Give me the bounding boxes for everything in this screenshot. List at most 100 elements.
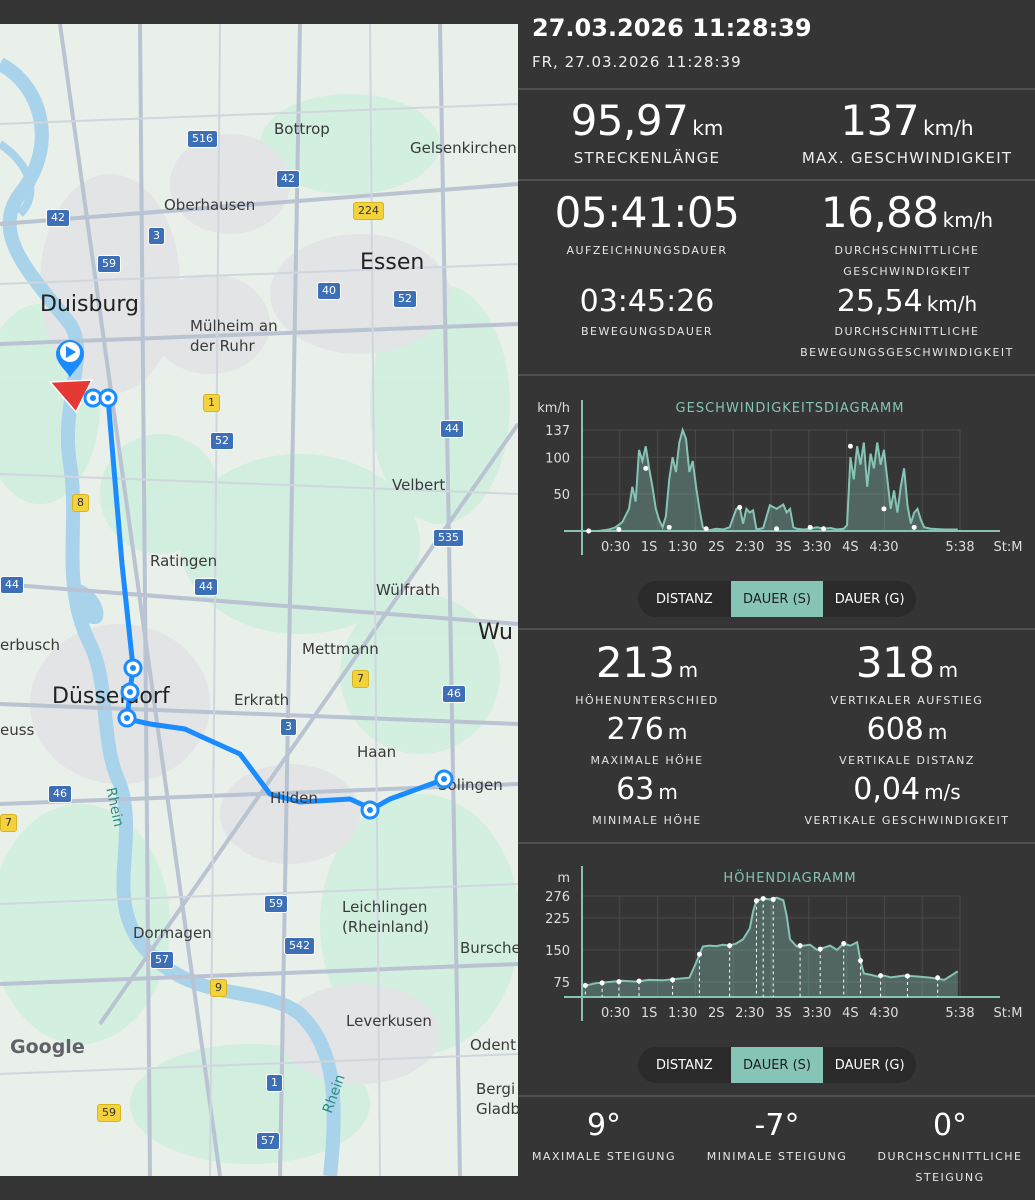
x-tick-label: 4:30 xyxy=(869,1006,898,1021)
max-speed-label: MAX. GESCHWINDIGKEIT xyxy=(801,149,1013,167)
road-shield-8: 8 xyxy=(72,494,89,512)
road-shield-46-west: 46 xyxy=(48,785,72,803)
toggle-duration-s[interactable]: DAUER (S) xyxy=(730,581,824,617)
road-shield-57-south: 57 xyxy=(256,1132,280,1150)
waypoint-dot xyxy=(727,943,733,949)
route-map[interactable]: Bottrop Gelsenkirchen Oberhausen Essen D… xyxy=(0,24,518,1176)
road-shield-59-yellow: 59 xyxy=(97,1104,121,1122)
x-tick-label: 3S xyxy=(775,540,792,555)
road-shield-44: 44 xyxy=(440,420,464,438)
x-tick-label: 1:30 xyxy=(668,540,697,555)
road-shield-44-ratingen: 44 xyxy=(194,578,218,596)
waypoint-dot xyxy=(821,526,827,532)
avg-speed-label-1: DURCHSCHNITTLICHE xyxy=(834,244,980,257)
road-shield-42-west: 42 xyxy=(46,209,70,227)
toggle-duration-g[interactable]: DAUER (G) xyxy=(834,1057,905,1073)
road-shield-52: 52 xyxy=(393,290,417,308)
waypoint-dot xyxy=(643,465,649,471)
map-label-dormagen: Dormagen xyxy=(133,924,212,942)
avg-moving-speed-unit: km/h xyxy=(926,292,978,316)
waypoint-dot xyxy=(737,504,743,510)
road-shield-52-south: 52 xyxy=(210,432,234,450)
y-unit-label: km/h xyxy=(537,401,570,416)
map-label-burscheid: Bursche xyxy=(460,939,518,957)
max-height-unit: m xyxy=(667,720,688,744)
road-shield-1-south: 1 xyxy=(266,1074,283,1092)
moving-time-value: 03:45:26 xyxy=(579,284,715,319)
x-tick-label: 4S xyxy=(842,1006,859,1021)
google-logo: Google xyxy=(10,1036,85,1058)
waypoint-dot xyxy=(841,941,847,947)
waypoint-dot xyxy=(636,978,642,984)
x-tick-label: 1S xyxy=(641,540,658,555)
avg-speed-stat: 16,88 km/h xyxy=(821,188,993,237)
x-unit-label: St:M xyxy=(994,1006,1023,1021)
series-area xyxy=(582,897,958,997)
waypoint-dot xyxy=(911,524,917,530)
distance-stat: 95,97 km xyxy=(571,96,724,145)
speed-chart[interactable]: GESCHWINDIGKEITSDIAGRAMM km/h 137 100 50 0:30… xyxy=(518,386,1035,561)
speed-chart-mode-toggle[interactable]: DISTANZ DAUER (S) DAUER (G) xyxy=(638,581,916,617)
elevation-difference-unit: m xyxy=(678,658,699,682)
y-tick-label: 137 xyxy=(545,424,570,439)
road-shield-516: 516 xyxy=(187,130,218,148)
waypoint-dot xyxy=(774,526,780,532)
min-height-unit: m xyxy=(658,780,678,804)
avg-moving-speed-label-1: DURCHSCHNITTLICHE xyxy=(834,325,980,338)
x-tick-label: 1:30 xyxy=(668,1006,697,1021)
max-height-stat: 276 m xyxy=(607,712,688,747)
road-shield-535: 535 xyxy=(433,529,464,547)
toggle-distance[interactable]: DISTANZ xyxy=(656,591,713,607)
map-label-meerbusch: erbusch xyxy=(0,636,60,654)
ascent-label: VERTIKALER AUFSTIEG xyxy=(830,694,984,707)
vertical-distance-stat: 608 m xyxy=(867,712,948,747)
map-label-haan: Haan xyxy=(357,743,397,761)
waypoint-dot xyxy=(753,898,759,904)
max-speed-stat: 137 km/h xyxy=(840,96,973,145)
map-label-bergisch-gladbach: Bergi Gladb xyxy=(476,1080,518,1118)
waypoint-dot xyxy=(703,526,709,532)
waypoint-dot xyxy=(696,951,702,957)
toggle-duration-g[interactable]: DAUER (G) xyxy=(834,591,905,607)
y-tick-label: 150 xyxy=(545,944,570,959)
max-speed-unit: km/h xyxy=(923,116,974,140)
elevation-difference-value: 213 xyxy=(595,638,675,687)
x-tick-label: 0:30 xyxy=(601,540,630,555)
max-speed-value: 137 xyxy=(840,96,920,145)
ascent-value: 318 xyxy=(855,638,935,687)
map-label-wuppertal: Wu xyxy=(478,620,513,645)
map-label-duesseldorf: Düsseldorf xyxy=(52,684,170,709)
map-canvas[interactable] xyxy=(0,24,518,1176)
avg-slope-value: 0° xyxy=(932,1108,968,1143)
map-label-neuss: euss xyxy=(0,721,35,739)
y-unit-label: m xyxy=(557,871,570,886)
road-shield-40: 40 xyxy=(317,282,341,300)
max-slope-value: 9° xyxy=(586,1108,622,1143)
min-slope-label: MINIMALE STEIGUNG xyxy=(706,1150,848,1163)
series-line xyxy=(581,896,959,988)
waypoint-dot xyxy=(797,943,803,949)
divider xyxy=(518,628,1035,630)
avg-moving-speed-value: 25,54 xyxy=(836,284,923,319)
road-shield-46: 46 xyxy=(442,685,466,703)
waypoint-dot xyxy=(881,506,887,512)
map-label-leverkusen: Leverkusen xyxy=(346,1012,432,1030)
waypoint-dot xyxy=(770,896,776,902)
max-height-label: MAXIMALE HÖHE xyxy=(590,754,704,767)
avg-slope-label-1: DURCHSCHNITTLICHE xyxy=(877,1150,1023,1163)
toggle-duration-s[interactable]: DAUER (S) xyxy=(730,1047,824,1083)
road-shield-9: 9 xyxy=(210,979,227,997)
vertical-speed-label: VERTIKALE GESCHWINDIGKEIT xyxy=(804,814,1010,827)
waypoint-dot xyxy=(935,975,941,981)
page-title: 27.03.2026 11:28:39 xyxy=(532,14,812,42)
avg-speed-label-2: GESCHWINDIGKEIT xyxy=(843,265,971,278)
x-tick-label: 2:30 xyxy=(735,1006,764,1021)
road-shield-44-west: 44 xyxy=(0,576,24,594)
toggle-distance[interactable]: DISTANZ xyxy=(656,1057,713,1073)
elevation-chart[interactable]: HÖHENDIAGRAMM m 276 225 150 75 0:30 1S 1:30 2S 2:3… xyxy=(518,856,1035,1026)
map-label-mettmann: Mettmann xyxy=(302,640,379,658)
road-shield-59: 59 xyxy=(97,255,121,273)
elevation-difference-stat: 213 m xyxy=(596,638,698,687)
min-slope-value: -7° xyxy=(754,1108,800,1143)
elevation-chart-mode-toggle[interactable]: DISTANZ DAUER (S) DAUER (G) xyxy=(638,1047,916,1083)
